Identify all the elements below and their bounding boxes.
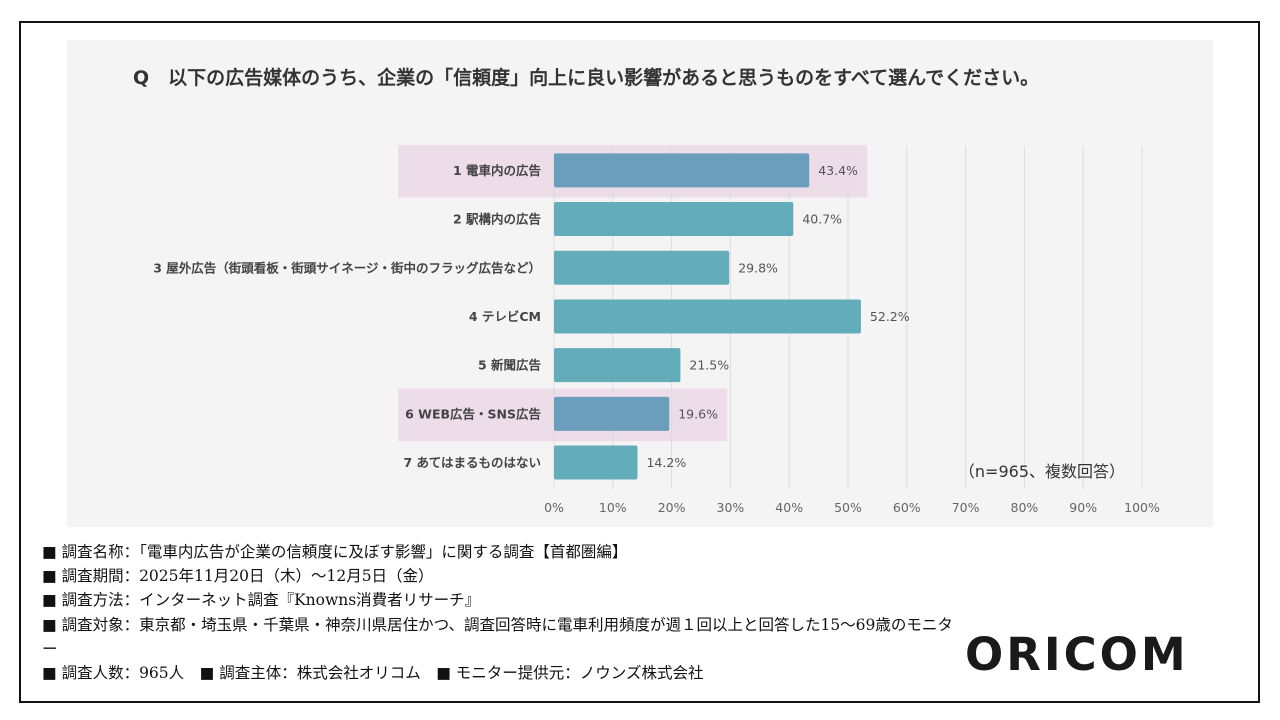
bar	[554, 153, 810, 188]
category-label: 6 WEB広告・SNS広告	[405, 406, 541, 421]
value-label: 14.2%	[646, 455, 686, 470]
survey-notes: ■ 調査名称：「電車内広告が企業の信頼度に及ぼす影響」に関する調査【首都圏編】 …	[42, 540, 962, 685]
category-label: 4 テレビCM	[469, 309, 541, 324]
bar	[554, 202, 794, 237]
x-tick-label: 90%	[1069, 500, 1097, 515]
x-tick-label: 30%	[717, 500, 745, 515]
x-tick-label: 80%	[1011, 500, 1039, 515]
category-label: 1 電車内の広告	[453, 163, 542, 178]
bar	[554, 299, 861, 334]
x-tick-label: 60%	[893, 500, 921, 515]
category-label: 2 駅構内の広告	[453, 212, 542, 227]
bar	[554, 445, 638, 480]
bar	[554, 396, 670, 431]
note-survey-method: ■ 調査方法：インターネット調査『Knowns消費者リサーチ』	[42, 591, 481, 610]
oricom-logo: ORICOM	[965, 628, 1189, 681]
sample-size-annotation: （n=965、複数回答）	[959, 462, 1125, 481]
category-label: 3 屋外広告（街頭看板・街頭サイネージ・街中のフラッグ広告など）	[153, 260, 541, 275]
question-title: Q 以下の広告媒体のうち、企業の「信頼度」向上に良い影響があると思うものをすべて…	[133, 67, 1040, 89]
value-label: 52.2%	[870, 309, 910, 324]
value-label: 19.6%	[678, 406, 718, 421]
category-label: 7 あてはまるものはない	[403, 455, 541, 470]
value-label: 43.4%	[818, 163, 858, 178]
bar	[554, 250, 730, 285]
x-tick-label: 20%	[658, 500, 686, 515]
x-tick-label: 10%	[599, 500, 627, 515]
note-survey-name: ■ 調査名称：「電車内広告が企業の信頼度に及ぼす影響」に関する調査【首都圏編】	[42, 543, 628, 561]
x-tick-label: 40%	[775, 500, 803, 515]
bar	[554, 348, 681, 383]
x-tick-label: 100%	[1124, 500, 1160, 515]
note-survey-respondents: ■ 調査人数：965人 ■ 調査主体：株式会社オリコム ■ モニター提供元：ノウ…	[42, 664, 704, 683]
value-label: 29.8%	[738, 260, 778, 275]
value-label: 40.7%	[802, 212, 842, 227]
x-tick-label: 50%	[834, 500, 862, 515]
x-tick-label: 0%	[544, 500, 564, 515]
value-label: 21.5%	[689, 358, 729, 373]
note-survey-target: ■ 調査対象：東京都・埼玉県・千葉県・神奈川県居住かつ、調査回答時に電車利用頻度…	[42, 615, 953, 658]
x-tick-label: 70%	[952, 500, 980, 515]
note-survey-period: ■ 調査期間：2025年11月20日（木）～12月5日（金）	[42, 567, 434, 586]
category-label: 5 新聞広告	[478, 358, 542, 373]
